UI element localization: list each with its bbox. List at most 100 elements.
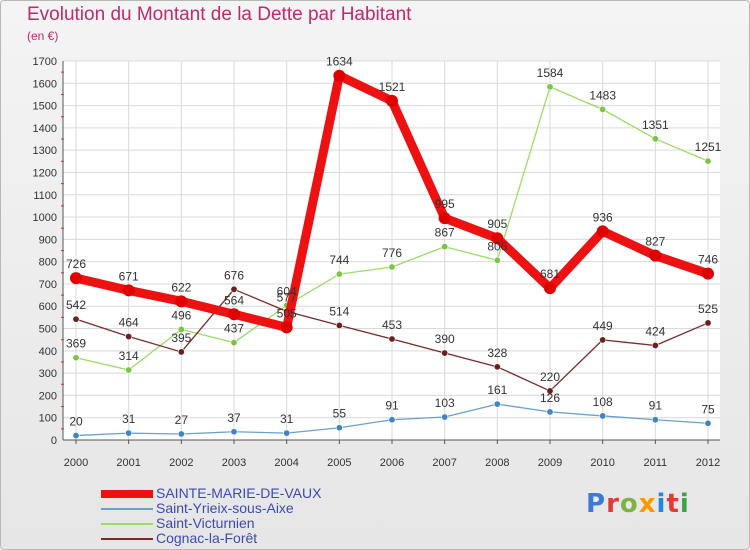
- series-2: [72, 83, 712, 374]
- data-label: 1351: [642, 118, 669, 132]
- data-label: 514: [329, 304, 349, 318]
- series-0: [70, 69, 714, 334]
- data-label: 604: [277, 284, 297, 298]
- data-label: 449: [593, 319, 613, 333]
- data-point: [335, 321, 343, 329]
- data-point: [544, 282, 556, 295]
- x-tick-label: 2010: [590, 457, 614, 469]
- x-tick-label: 2008: [485, 457, 509, 469]
- data-label: 746: [698, 253, 718, 267]
- data-point: [493, 363, 501, 371]
- data-label: 525: [698, 302, 718, 316]
- x-tick-label: 2004: [274, 457, 298, 469]
- data-point: [280, 321, 293, 334]
- data-point: [177, 325, 185, 333]
- data-label: 91: [385, 399, 399, 413]
- y-tick-label: 1600: [33, 78, 57, 90]
- data-label: 1521: [379, 80, 406, 94]
- y-tick-label: 900: [39, 234, 57, 246]
- data-label: 995: [435, 197, 455, 211]
- logo-letter: P: [586, 489, 607, 519]
- data-label: 453: [382, 318, 402, 332]
- data-label: 622: [171, 280, 191, 294]
- data-point: [335, 424, 343, 432]
- y-tick-label: 700: [39, 279, 57, 291]
- data-point: [704, 419, 712, 427]
- series-1: [72, 400, 712, 440]
- chart-title: Evolution du Montant de la Dette par Hab…: [27, 4, 412, 25]
- labels-series-0: 726 671 622 564 505 1634 1521 995 905 681 936 827 74…: [66, 55, 718, 321]
- data-label: 671: [119, 269, 139, 283]
- data-label: 681: [540, 267, 560, 281]
- x-tick-label: 2006: [380, 457, 404, 469]
- x-tick-label: 2011: [644, 457, 668, 469]
- data-label: 905: [487, 217, 507, 231]
- labels-series-3: 542 464 395 676 577 514 453 390 328 220 449 424 525: [66, 268, 718, 384]
- data-point: [493, 256, 501, 264]
- data-label: 161: [487, 383, 507, 397]
- y-tick-label: 500: [39, 324, 57, 336]
- data-label: 1634: [326, 55, 353, 69]
- data-point: [546, 83, 554, 91]
- data-point: [649, 249, 662, 262]
- data-label: 108: [593, 395, 613, 409]
- data-label: 31: [280, 412, 294, 426]
- data-point: [283, 429, 291, 437]
- data-label: 424: [645, 324, 665, 338]
- data-label: 437: [224, 322, 244, 336]
- legend-swatch: [101, 538, 153, 540]
- y-tick-label: 1000: [33, 212, 57, 224]
- chart-subtitle: (en €): [27, 29, 59, 43]
- data-point: [438, 212, 451, 225]
- labels-series-1: 20 31 27 37 31 55 91 103 161 126 108 91 75: [69, 383, 715, 428]
- data-label: 496: [171, 308, 191, 322]
- data-point: [546, 408, 554, 416]
- data-label: 726: [66, 257, 86, 271]
- data-point: [704, 319, 712, 327]
- data-label: 1584: [537, 66, 564, 80]
- data-point: [702, 267, 714, 280]
- data-point: [72, 315, 80, 323]
- data-point: [228, 308, 240, 321]
- data-point: [388, 263, 396, 271]
- y-tick-label: 600: [39, 301, 57, 313]
- data-point: [599, 336, 607, 344]
- legend-label: Cognac-la-Forêt: [156, 530, 258, 546]
- y-tick-label: 0: [51, 435, 57, 447]
- y-tick-label: 1400: [33, 123, 57, 135]
- data-point: [177, 430, 185, 438]
- data-point: [651, 416, 659, 424]
- data-point: [230, 428, 238, 436]
- logo-letter: r: [606, 489, 620, 519]
- data-label: 577: [277, 290, 297, 304]
- data-label: 867: [435, 226, 455, 240]
- data-point: [651, 341, 659, 349]
- legend-label: Saint-Yrieix-sous-Aixe: [156, 500, 294, 516]
- data-point: [125, 429, 133, 437]
- data-point: [177, 348, 185, 356]
- x-tick-label: 2005: [327, 457, 351, 469]
- data-label: 328: [487, 346, 507, 360]
- grid: 0 100 200 300 400 500 600 700 800 900 1000 1100 1200…: [33, 56, 720, 447]
- data-point: [651, 135, 659, 143]
- data-point: [493, 400, 501, 408]
- data-point: [596, 225, 609, 238]
- data-point: [175, 295, 188, 308]
- x-tick-label: 2000: [64, 457, 88, 469]
- data-point: [335, 270, 343, 278]
- x-tick-label: 2001: [116, 457, 140, 469]
- data-label: 369: [66, 337, 86, 351]
- y-tick-label: 200: [39, 390, 57, 402]
- data-label: 936: [593, 210, 613, 224]
- data-label: 37: [227, 411, 241, 425]
- data-label: 91: [649, 399, 663, 413]
- data-point: [546, 387, 554, 395]
- data-label: 542: [66, 298, 86, 312]
- data-label: 126: [540, 391, 560, 405]
- data-point: [72, 354, 80, 362]
- y-tick-label: 400: [39, 346, 57, 358]
- data-label: 27: [175, 413, 189, 427]
- logo-letter: i: [656, 489, 667, 519]
- data-label: 776: [382, 246, 402, 260]
